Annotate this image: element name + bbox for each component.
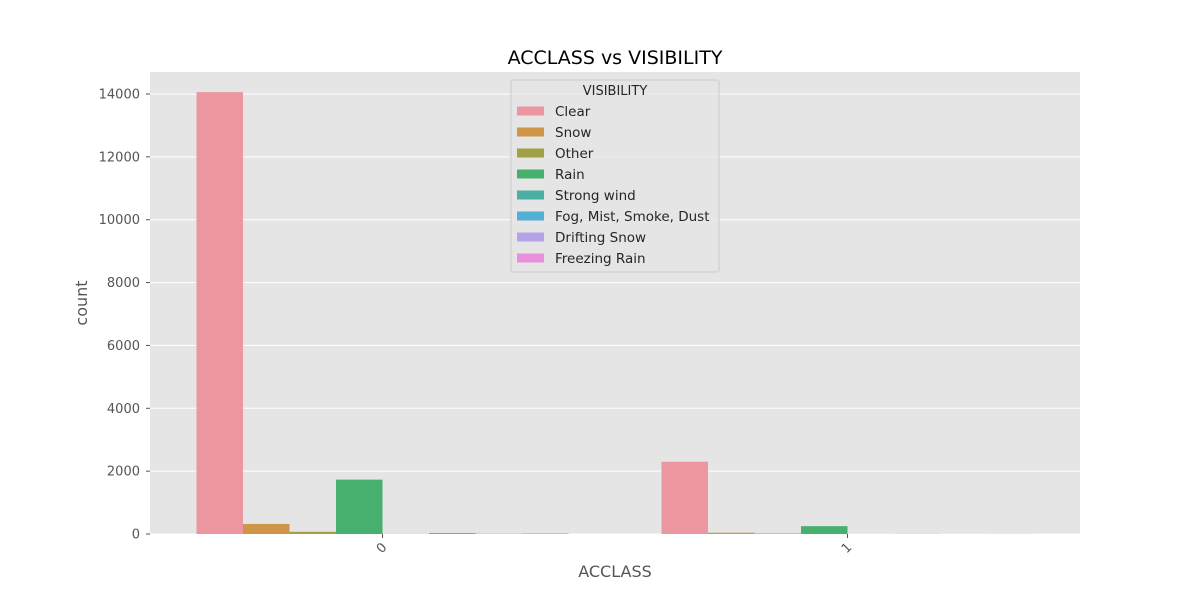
legend-label: Rain [555,167,585,183]
y-tick-label: 10000 [99,213,140,228]
bar [522,533,569,534]
bar [243,523,290,534]
x-axis-label: ACCLASS [578,562,652,581]
legend-swatch [517,127,544,137]
x-tick-label: 1 [839,540,855,556]
bar [661,461,708,534]
y-tick-label: 6000 [107,339,140,354]
legend-swatch [517,106,544,116]
legend-swatch [517,190,544,200]
x-tick-label: 0 [374,540,390,556]
legend-swatch [517,148,544,158]
legend-box [510,79,720,273]
y-ticks: 0 2000 4000 6000 8000 10000 12000 14000 [99,88,150,543]
legend-label: Clear [555,104,591,120]
y-tick-label: 2000 [107,465,140,480]
legend-label: Freezing Rain [555,251,646,267]
y-tick-label: 14000 [99,88,140,103]
legend-label: Drifting Snow [555,230,646,246]
y-tick-label: 4000 [107,402,140,417]
bar [289,531,336,534]
legend: VISIBILITY Clear Snow Other Rain Strong wind… [510,79,720,273]
bar [708,532,755,534]
legend-swatch [517,169,544,179]
legend-label: Strong wind [555,188,636,204]
bars [196,92,1034,534]
y-tick-label: 0 [132,528,140,543]
bar [429,533,476,534]
bar [336,479,383,534]
y-tick-label: 8000 [107,276,140,291]
legend-label: Fog, Mist, Smoke, Dust [555,209,710,225]
bar [196,92,243,534]
legend-label: Snow [555,125,591,141]
y-tick-label: 12000 [99,150,140,165]
legend-swatch [517,253,544,263]
bar [801,526,848,534]
legend-title: VISIBILITY [583,84,648,99]
legend-label: Other [555,146,594,162]
legend-swatch [517,211,544,221]
chart-title: ACCLASS vs VISIBILITY [508,47,723,69]
y-axis-label: count [72,280,91,325]
legend-swatch [517,232,544,242]
